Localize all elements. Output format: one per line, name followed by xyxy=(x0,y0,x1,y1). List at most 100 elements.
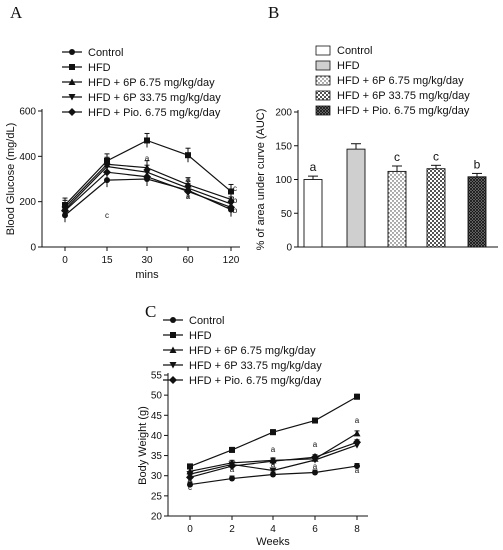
panel-a-significance-label-0: c xyxy=(105,211,109,220)
panel-a-y-axis-label: Blood Glucose (mg/dL) xyxy=(5,123,17,236)
legend-marker-c-2 xyxy=(169,346,177,353)
panel-a-x-tick-label-2: 30 xyxy=(141,255,153,266)
panel-a-significance-label-6: b xyxy=(233,196,238,205)
panel-c-y-tick-label-5: 45 xyxy=(151,411,163,422)
panel-b-bar-3 xyxy=(426,168,446,248)
legend-marker-a-3 xyxy=(68,94,76,101)
panel-a-data-point-4-4 xyxy=(227,203,235,212)
panel-b-bar-4 xyxy=(467,176,487,248)
panel-c-significance-label-3: a xyxy=(271,445,276,454)
panel-c-data-point-1-0 xyxy=(187,463,193,470)
panel-b-significance-label-2: c xyxy=(394,150,400,164)
panel-b-y-tick-label-4: 200 xyxy=(275,108,292,119)
legend-marker-a-1 xyxy=(69,64,75,70)
panel-a-data-point-1-2 xyxy=(144,137,150,144)
legend-c-label-1: HFD xyxy=(189,330,212,342)
panel-c-data-point-1-2 xyxy=(270,429,276,436)
legend-b-swatch-0 xyxy=(315,45,331,56)
panel-b-bar-0 xyxy=(303,179,323,248)
panel-c-significance-label-4: a xyxy=(271,460,276,469)
legend-b-label-3: HFD + 6P 33.75 mg/kg/day xyxy=(337,90,470,102)
panel-a-x-axis-label: mins xyxy=(135,269,159,281)
panel-c-data-point-1-3 xyxy=(312,417,318,424)
panel-c-data-point-4-3 xyxy=(311,453,319,462)
panel-a-significance-label-4: a xyxy=(186,192,191,201)
panel-c-x-tick-label-2: 4 xyxy=(270,524,276,535)
panel-b-significance-label-3: c xyxy=(433,149,439,163)
panel-a-letter: A xyxy=(10,3,23,22)
panel-a-data-point-1-3 xyxy=(185,152,191,159)
panel-a-x-tick-label-1: 15 xyxy=(101,255,113,266)
panel-c-significance-label-2: a xyxy=(230,465,235,474)
panel-c-significance-label-5: a xyxy=(313,440,318,449)
panel-c-significance-label-0: a xyxy=(188,475,193,484)
legend-b-swatch-1 xyxy=(315,60,331,71)
legend-c-label-3: HFD + 6P 33.75 mg/kg/day xyxy=(189,360,322,372)
legend-marker-c-1 xyxy=(170,332,176,338)
panel-b-y-tick-label-3: 150 xyxy=(275,141,292,152)
legend-b-swatch-2 xyxy=(315,75,331,86)
panel-c-data-point-1-4 xyxy=(354,393,360,400)
panel-b-letter: B xyxy=(268,3,279,22)
panel-b-y-tick-label-0: 0 xyxy=(286,243,292,254)
panel-b-y-tick-label-1: 50 xyxy=(281,209,293,220)
panel-b-significance-label-0: a xyxy=(310,160,317,174)
panel-c-data-point-4-4 xyxy=(353,438,361,447)
panel-c-y-tick-label-6: 50 xyxy=(151,391,163,402)
legend-marker-a-2 xyxy=(68,78,76,85)
panel-c-y-tick-label-4: 40 xyxy=(151,431,163,442)
panel-c-data-point-0-1 xyxy=(229,475,235,482)
panel-a-data-point-1-4 xyxy=(228,188,234,195)
panel-a-data-point-4-0 xyxy=(61,206,69,215)
panel-c-data-point-1-1 xyxy=(229,446,235,453)
panel-c-data-point-0-3 xyxy=(312,469,318,476)
panel-b-y-axis-label: % of area under curve (AUC) xyxy=(255,109,267,251)
panel-c-data-point-3-2 xyxy=(269,467,277,474)
panel-c-x-tick-label-4: 8 xyxy=(354,524,360,535)
legend-a-label-1: HFD xyxy=(88,62,111,74)
panel-c-y-tick-label-1: 25 xyxy=(151,491,163,502)
panel-a-data-point-4-1 xyxy=(103,168,111,177)
panel-c-y-axis-label: Body Weight (g) xyxy=(137,406,149,485)
panel-c-data-point-4-2 xyxy=(269,457,277,466)
panel-b-bar-2 xyxy=(387,170,407,248)
panel-a-x-tick-label-4: 120 xyxy=(223,255,240,266)
panel-c-significance-label-1: c xyxy=(188,483,192,492)
panel-c-y-tick-label-7: 55 xyxy=(151,371,163,382)
panel-b-bar-1 xyxy=(346,148,366,248)
legend-b-label-0: Control xyxy=(337,45,372,57)
panel-b-y-tick-label-2: 100 xyxy=(275,175,292,186)
panel-c-y-tick-label-3: 35 xyxy=(151,451,163,462)
panel-c-x-tick-label-3: 6 xyxy=(312,524,318,535)
legend-b-label-2: HFD + 6P 6.75 mg/kg/day xyxy=(337,75,464,87)
panel-c-y-tick-label-0: 20 xyxy=(151,512,163,523)
panel-c-significance-label-7: a xyxy=(355,416,360,425)
legend-c-label-0: Control xyxy=(189,315,224,327)
panel-a-significance-label-3: a xyxy=(186,185,191,194)
panel-a-y-tick-label-2: 400 xyxy=(19,152,36,163)
legend-c-label-2: HFD + 6P 6.75 mg/kg/day xyxy=(189,345,316,357)
legend-b-label-4: HFD + Pio. 6.75 mg/kg/day xyxy=(337,105,470,117)
legend-a-label-3: HFD + 6P 33.75 mg/kg/day xyxy=(88,92,221,104)
panel-c-significance-label-6: a xyxy=(313,462,318,471)
panel-c-data-point-0-4 xyxy=(354,463,360,470)
panel-c-data-point-0-2 xyxy=(270,471,276,478)
panel-a-y-tick-label-3: 600 xyxy=(19,107,36,118)
panel-a-data-point-4-2 xyxy=(143,172,151,181)
legend-a-label-0: Control xyxy=(88,47,123,59)
panel-c-data-point-0-0 xyxy=(187,481,193,488)
panel-c-data-point-2-4 xyxy=(353,429,361,437)
panel-c-x-tick-label-0: 0 xyxy=(187,524,193,535)
panel-a-significance-label-5: c xyxy=(233,184,237,193)
legend-a-label-2: HFD + 6P 6.75 mg/kg/day xyxy=(88,77,215,89)
legend-marker-a-0 xyxy=(69,49,75,55)
panel-a-data-point-0-1 xyxy=(104,177,110,184)
legend-b-label-1: HFD xyxy=(337,60,360,72)
panel-a-y-tick-label-0: 0 xyxy=(30,243,36,254)
panel-a-data-point-4-3 xyxy=(184,187,192,196)
panel-c-letter: C xyxy=(145,302,156,321)
panel-a-significance-label-1: a xyxy=(145,154,150,163)
panel-c-significance-label-8: a xyxy=(355,466,360,475)
panel-a-significance-label-2: a xyxy=(186,175,191,184)
